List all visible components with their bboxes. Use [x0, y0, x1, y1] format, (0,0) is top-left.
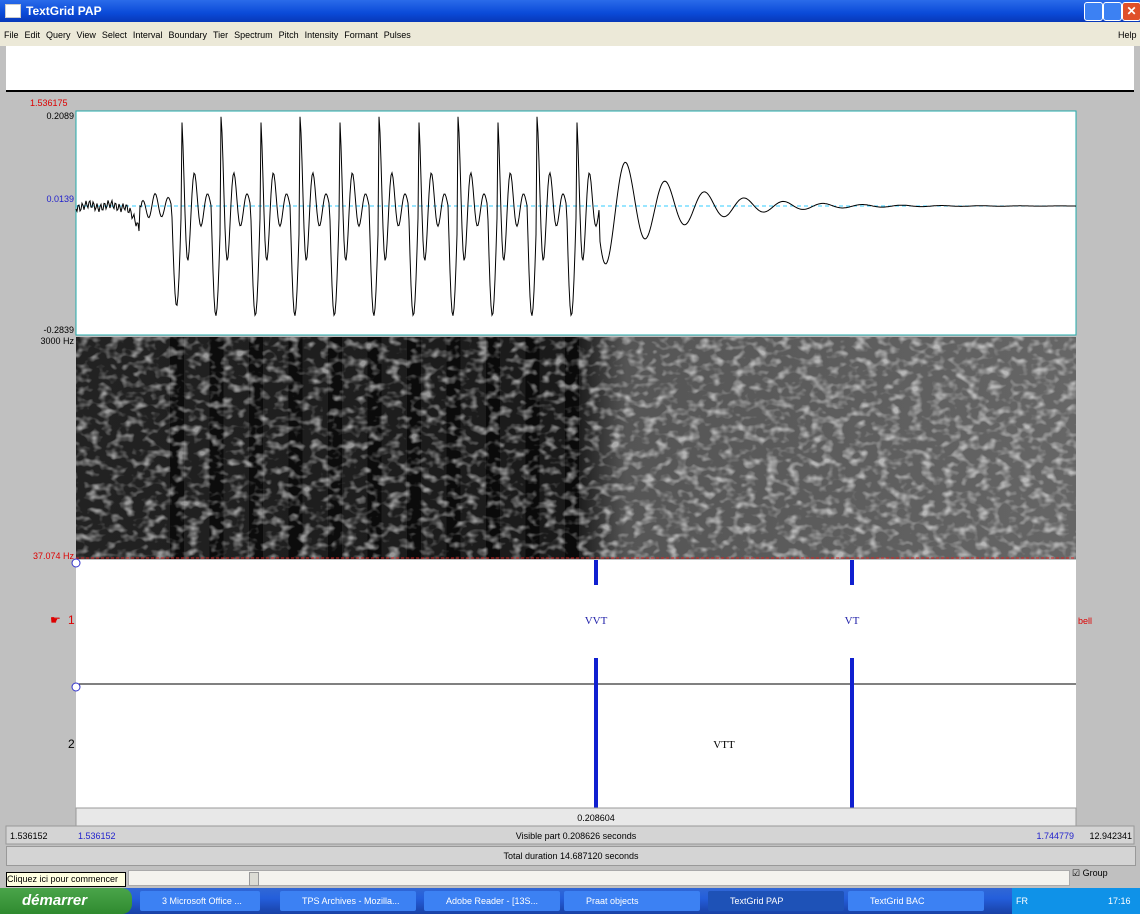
menu-item[interactable]: Edit	[25, 30, 41, 40]
tooltip: Cliquez ici pour commencer	[6, 872, 126, 887]
system-tray: FR 17:16	[1012, 888, 1140, 914]
task-button[interactable]: Praat objects	[564, 891, 700, 911]
task-button[interactable]: Adobe Reader - [13S...	[424, 891, 560, 911]
visible-end: 1.744779	[1036, 831, 1074, 841]
menu-item[interactable]: File	[4, 30, 19, 40]
frequency-min: 37.074 Hz	[33, 551, 75, 561]
amplitude-mid: 0.0139	[46, 194, 74, 204]
menu-item[interactable]: Tier	[213, 30, 228, 40]
info-area	[6, 46, 1134, 92]
point-label: VVT	[585, 615, 608, 627]
window-end: 12.942341	[1089, 831, 1132, 841]
window-start: 1.536152	[10, 831, 48, 841]
task-button[interactable]: 3 Microsoft Office ...	[140, 891, 260, 911]
menu-item[interactable]: Select	[102, 30, 127, 40]
total-bar[interactable]: Total duration 14.687120 seconds	[6, 846, 1136, 866]
start-button[interactable]: démarrer	[0, 888, 132, 914]
menu-item[interactable]: Boundary	[168, 30, 207, 40]
scroll-thumb[interactable]	[249, 872, 259, 886]
visible-start: 1.536152	[78, 831, 116, 841]
minimize-button[interactable]	[1084, 2, 1103, 21]
amplitude-max: 0.2089	[46, 111, 74, 121]
close-button[interactable]: ✕	[1122, 2, 1140, 21]
total-duration: Total duration 14.687120 seconds	[503, 851, 638, 861]
window-title: TextGrid PAP	[26, 4, 102, 18]
group-label: Group	[1083, 868, 1108, 878]
clock: 17:16	[1108, 888, 1131, 914]
tier-pointer: ☛	[50, 613, 61, 627]
menu: File Edit Query View Select Interval Boundary T…	[4, 30, 417, 40]
scrollbar[interactable]	[128, 870, 1070, 886]
menu-item[interactable]: View	[77, 30, 96, 40]
frequency-max: 3000 Hz	[40, 336, 74, 346]
language: FR	[1016, 888, 1028, 914]
group-checkbox[interactable]: ☑ Group	[1072, 868, 1108, 879]
task-button[interactable]: TextGrid PAP	[708, 891, 844, 911]
menu-item[interactable]: Query	[46, 30, 71, 40]
task-button[interactable]: TPS Archives - Mozilla...	[280, 891, 416, 911]
task-button[interactable]: TextGrid BAC	[848, 891, 984, 911]
menu-item[interactable]: Spectrum	[234, 30, 273, 40]
tier-number: 2	[68, 737, 75, 751]
visible-part: Visible part 0.208626 seconds	[516, 831, 637, 841]
selection-bar[interactable]	[76, 808, 1076, 826]
menu-item[interactable]: Pulses	[384, 30, 411, 40]
tier-handle[interactable]	[72, 683, 80, 691]
maximize-button[interactable]	[1103, 2, 1122, 21]
menu-item[interactable]: Interval	[133, 30, 163, 40]
start-label: démarrer	[22, 892, 87, 909]
menu-bar: File Edit Query View Select Interval Boundary T…	[0, 22, 1140, 46]
point-label: VT	[845, 615, 860, 627]
tooltip-text: Cliquez ici pour commencer	[7, 874, 118, 884]
tier-number: 1	[68, 613, 75, 627]
selection-duration: 0.208604	[577, 813, 615, 823]
amplitude-min: -0.2839	[43, 325, 74, 335]
title-bar: TextGrid PAP ✕	[0, 0, 1140, 22]
start-time: 1.536175	[30, 98, 68, 108]
tier-name: bell	[1078, 616, 1092, 626]
app-icon	[5, 4, 21, 18]
interval-label: VTT	[713, 739, 735, 751]
menu-item[interactable]: Help	[1118, 30, 1137, 40]
menu-item[interactable]: Pitch	[279, 30, 299, 40]
menu-item[interactable]: Intensity	[305, 30, 339, 40]
screen: TextGrid PAP ✕ File Edit Query View Select In…	[0, 0, 1140, 914]
taskbar: démarrer 3 Microsoft Office ... TPS Archi…	[0, 888, 1140, 914]
editor: 1.536175 0.2089 0.0139 -0.2839 3000 Hz 3…	[0, 92, 1140, 846]
menu-item[interactable]: Formant	[344, 30, 378, 40]
spectrogram-noise	[76, 337, 1076, 559]
